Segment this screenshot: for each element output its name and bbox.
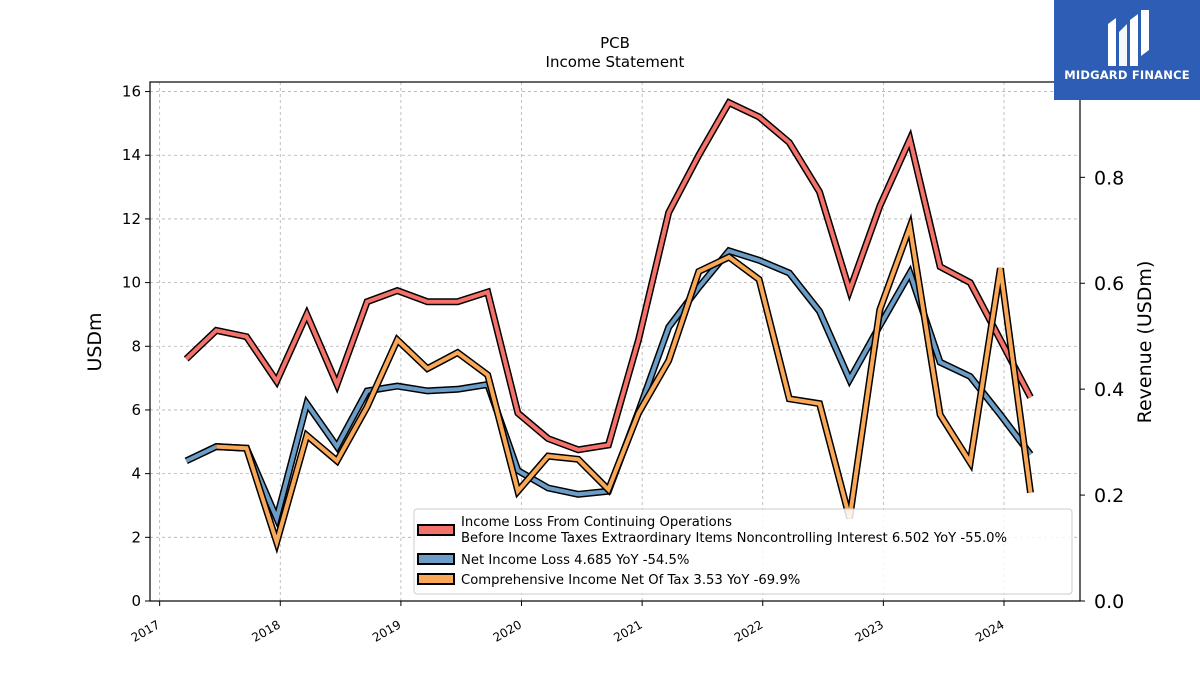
legend-swatch [417,553,455,565]
x-tick-label: 2024 [973,617,1006,644]
x-tick-label: 2020 [491,617,524,644]
chart-subtitle: Income Statement [546,53,685,71]
legend-label: Income Loss From Continuing Operations [461,515,732,530]
y2-tick-label: 0.0 [1094,591,1124,613]
y-tick-label: 16 [122,83,141,101]
x-tick-label: 2022 [732,617,765,644]
y-axis-label: USDm [84,312,106,371]
y2-tick-label: 0.4 [1094,379,1124,401]
chart-title: PCB [600,34,630,52]
series-line [216,218,1033,550]
x-tick-label: 2017 [129,617,162,644]
y-tick-label: 12 [122,210,141,228]
y-tick-label: 8 [131,337,141,355]
y2-axis-label: Revenue (USDm) [1134,261,1156,424]
logo-text: MIDGARD FINANCE [1064,68,1190,82]
y-tick-label: 10 [122,274,141,292]
legend-swatch [417,524,455,536]
legend: Income Loss From Continuing OperationsBe… [413,508,1073,595]
y2-tick-label: 0.2 [1094,485,1124,507]
y-tick-label: 2 [131,528,141,546]
series-line [185,248,1033,525]
legend-label: Net Income Loss 4.685 YoY -54.5% [461,553,689,568]
x-tick-label: 2021 [611,617,644,644]
brand-logo: MIDGARD FINANCE [1054,0,1200,100]
x-tick-label: 2023 [853,617,886,644]
plot-frame [149,81,1081,602]
y-tick-label: 6 [131,401,141,419]
series-line-outline [184,246,1034,529]
legend-label: Before Income Taxes Extraordinary Items … [461,531,1007,546]
x-tick-label: 2018 [249,617,282,644]
y-tick-label: 0 [131,592,141,610]
series-lines [183,98,1034,555]
y2-tick-label: 0.8 [1094,167,1124,189]
y2-tick-label: 0.6 [1094,273,1124,295]
y-tick-label: 4 [131,465,141,483]
series-line [184,100,1033,452]
legend-box [413,508,1073,595]
y-tick-label: 14 [122,146,141,164]
legend-swatch [417,573,455,585]
x-tick-label: 2019 [370,617,403,644]
logo-mark-icon [1108,10,1149,66]
legend-label: Comprehensive Income Net Of Tax 3.53 YoY… [461,573,800,588]
